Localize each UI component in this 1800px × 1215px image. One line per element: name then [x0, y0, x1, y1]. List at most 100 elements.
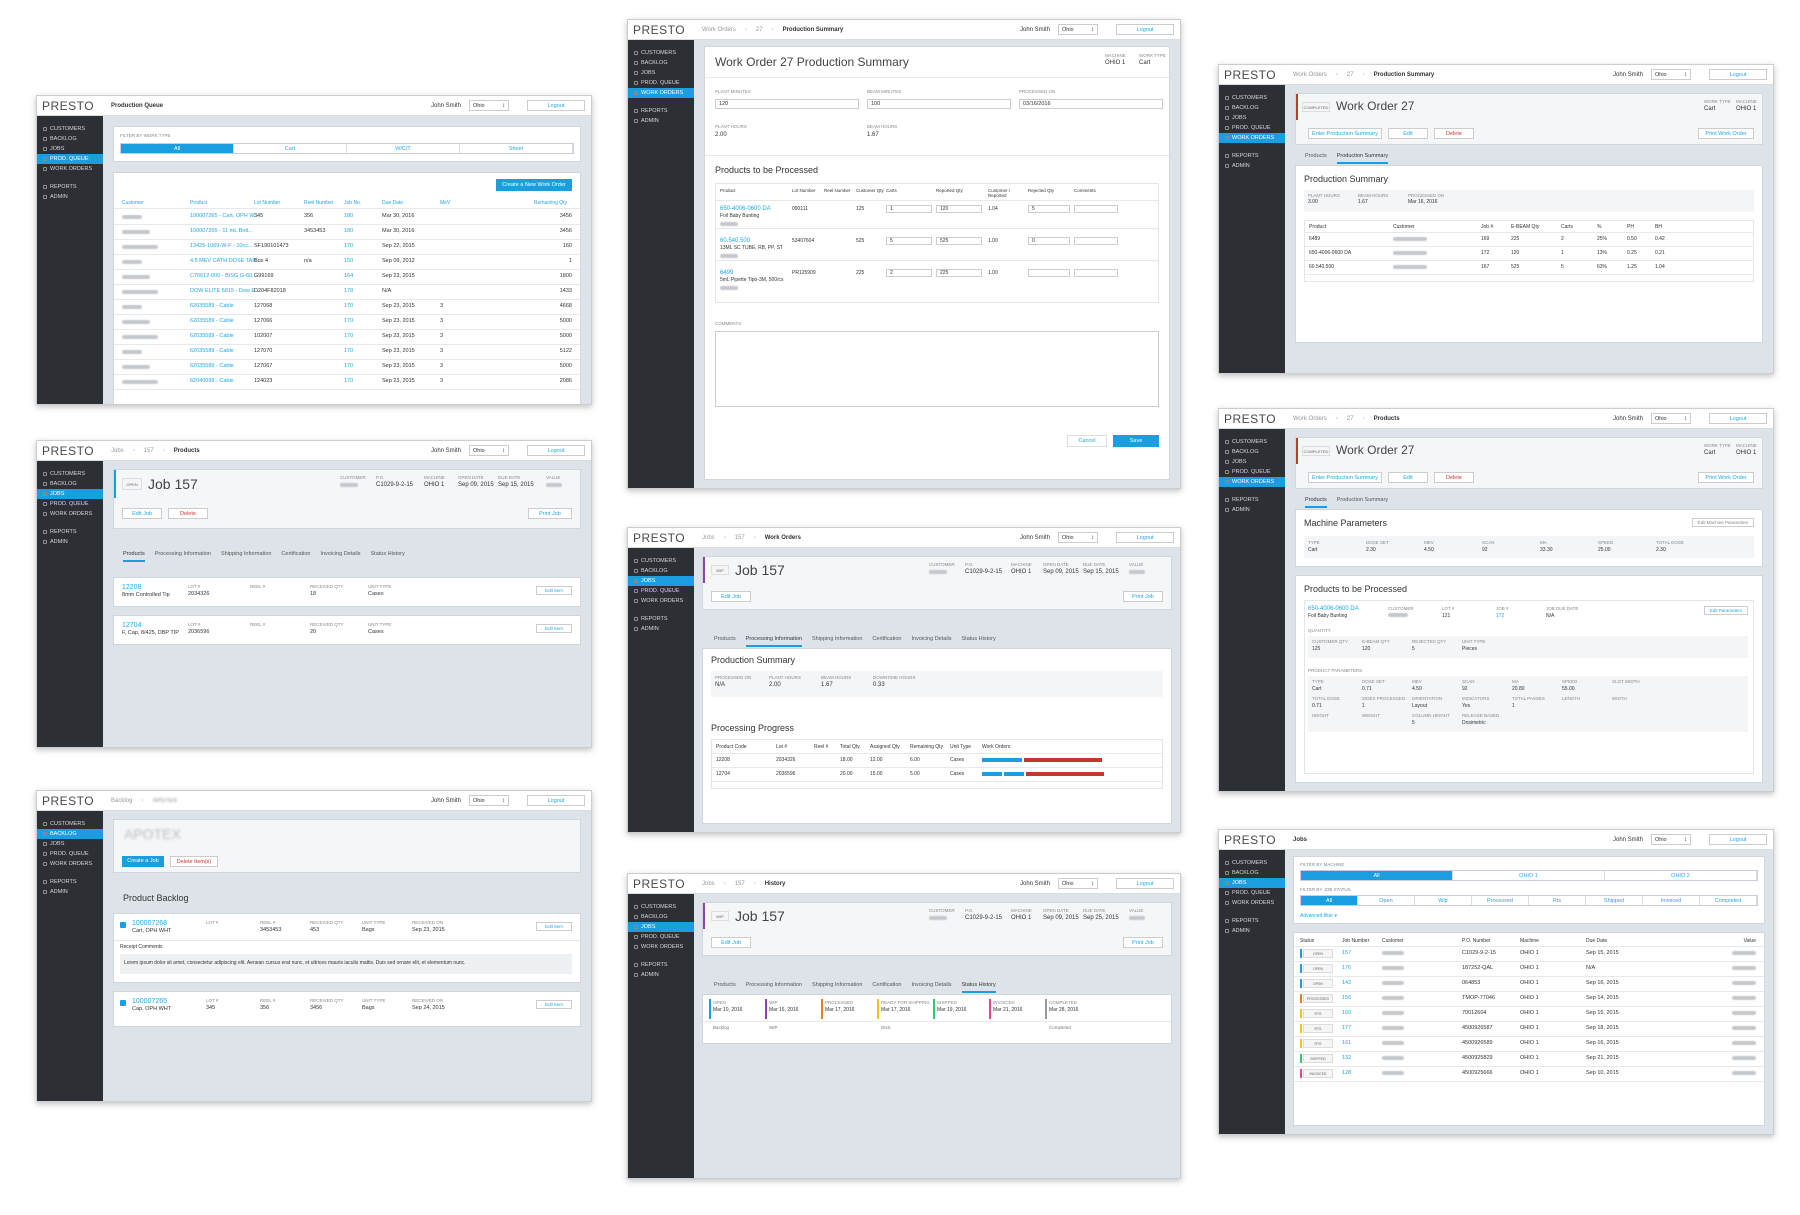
col-header[interactable]: Reel Number — [304, 200, 334, 206]
reported-qty-input[interactable]: 525 — [936, 237, 982, 245]
nav-backlog[interactable]: BACKLOG — [628, 912, 694, 922]
nav-admin[interactable]: ADMIN — [37, 537, 103, 547]
product-code[interactable]: 12704 — [122, 622, 142, 629]
job-link[interactable]: 164 — [344, 273, 354, 279]
job-number-link[interactable]: 176 — [1342, 965, 1352, 971]
create-job-button[interactable]: Create a Job — [122, 856, 164, 867]
nav-backlog[interactable]: BACKLOG — [37, 829, 103, 839]
logout-button[interactable]: Logout — [527, 100, 585, 111]
tab-status-history[interactable]: Status History — [961, 982, 996, 993]
print-job-button[interactable]: Print Job — [528, 508, 572, 519]
crumb-jobs[interactable]: Jobs — [702, 534, 715, 541]
nav-admin[interactable]: ADMIN — [628, 624, 694, 634]
tab-processing[interactable]: Processing Information — [745, 636, 802, 647]
machine-all[interactable]: All — [1301, 871, 1453, 880]
tab-status-history[interactable]: Status History — [370, 551, 405, 557]
logout-button[interactable]: Logout — [1709, 413, 1767, 424]
status-filter-option[interactable]: Wip — [1415, 896, 1472, 905]
location-select[interactable]: Ohio — [1058, 878, 1098, 889]
comments-textarea[interactable] — [715, 331, 1159, 407]
location-select[interactable]: Ohio — [1651, 69, 1691, 80]
nav-reports[interactable]: REPORTS — [1219, 916, 1285, 926]
nav-customers[interactable]: CUSTOMERS — [37, 124, 103, 134]
status-filter-option[interactable]: All — [1301, 896, 1358, 905]
nav-jobs[interactable]: JOBS — [628, 68, 694, 78]
location-select[interactable]: Ohio — [1058, 532, 1098, 543]
logout-button[interactable]: Logout — [1116, 532, 1174, 543]
job-link[interactable]: 170 — [344, 243, 354, 249]
job-number-link[interactable]: 156 — [1342, 995, 1352, 1001]
edit-item-button[interactable]: Edit Item — [536, 624, 572, 633]
comments-input[interactable] — [1074, 205, 1118, 213]
plant-minutes-input[interactable]: 120 — [715, 99, 859, 109]
tab-certification[interactable]: Certification — [872, 636, 902, 642]
work-order-bar[interactable] — [1004, 772, 1024, 776]
nav-jobs[interactable]: JOBS — [1219, 113, 1285, 123]
logout-button[interactable]: Logout — [527, 445, 585, 456]
nav-work-orders[interactable]: WORK ORDERS — [628, 596, 694, 606]
rejected-qty-input[interactable]: 5 — [1028, 205, 1070, 213]
col-header[interactable]: MeV — [440, 200, 451, 206]
nav-jobs[interactable]: JOBS — [628, 576, 694, 586]
logout-button[interactable]: Logout — [527, 795, 585, 806]
filter-all[interactable]: All — [121, 144, 234, 153]
edit-button[interactable]: Edit — [1388, 472, 1428, 483]
machine-ohio2[interactable]: OHIO 2 — [1605, 871, 1757, 880]
job-number-link[interactable]: 177 — [1342, 1025, 1352, 1031]
reported-qty-input[interactable]: 225 — [936, 269, 982, 277]
location-select[interactable]: Ohio — [469, 100, 509, 111]
nav-reports[interactable]: REPORTS — [1219, 151, 1285, 161]
work-order-bar[interactable] — [982, 758, 1022, 762]
nav-customers[interactable]: CUSTOMERS — [37, 469, 103, 479]
nav-reports[interactable]: REPORTS — [37, 527, 103, 537]
status-filter-option[interactable]: Open — [1358, 896, 1415, 905]
work-order-bar[interactable] — [982, 772, 1002, 776]
nav-admin[interactable]: ADMIN — [1219, 926, 1285, 936]
location-select[interactable]: Ohio — [469, 795, 509, 806]
product-link[interactable]: 62035589 - Cable — [190, 303, 234, 309]
product-link[interactable]: 650-4006-0600 DA — [1308, 606, 1359, 612]
edit-job-button[interactable]: Edit Job — [711, 937, 751, 948]
nav-admin[interactable]: ADMIN — [628, 116, 694, 126]
product-link[interactable]: 13425-1069-W-F - 10cc... — [190, 243, 253, 249]
nav-backlog[interactable]: BACKLOG — [628, 566, 694, 576]
tab-certification[interactable]: Certification — [281, 551, 311, 557]
product-link[interactable]: 62035589 - Cable — [190, 333, 234, 339]
product-link[interactable]: 100007265 - Cart, OPH W... — [190, 213, 259, 219]
rejected-qty-input[interactable] — [1028, 269, 1070, 277]
crumb-job[interactable]: 157 — [143, 447, 154, 454]
work-order-bar[interactable] — [1024, 758, 1102, 762]
nav-work-orders[interactable]: WORK ORDERS — [628, 942, 694, 952]
product-link[interactable]: C70612-000 - BISG G-60... — [190, 273, 257, 279]
rejected-qty-input[interactable]: 0 — [1028, 237, 1070, 245]
beam-minutes-input[interactable]: 100 — [867, 99, 1011, 109]
col-header[interactable]: Lot Number — [254, 200, 281, 206]
nav-work-orders[interactable]: WORK ORDERS — [37, 859, 103, 869]
job-link[interactable]: 170 — [344, 378, 354, 384]
logout-button[interactable]: Logout — [1709, 69, 1767, 80]
nav-prod-queue[interactable]: PROD. QUEUE — [1219, 888, 1285, 898]
job-number-link[interactable]: 132 — [1342, 1055, 1352, 1061]
enter-production-summary-button[interactable]: Enter Production Summary — [1308, 472, 1382, 483]
tab-processing[interactable]: Processing Information — [154, 551, 211, 557]
col-header[interactable]: Remaining Qty — [534, 200, 568, 206]
nav-backlog[interactable]: BACKLOG — [1219, 103, 1285, 113]
job-link[interactable]: 170 — [344, 303, 354, 309]
nav-work-orders[interactable]: WORK ORDERS — [628, 88, 694, 98]
product-link[interactable]: 6499 — [720, 270, 734, 276]
crumb-wo[interactable]: 27 — [1346, 71, 1354, 78]
nav-reports[interactable]: REPORTS — [1219, 495, 1285, 505]
edit-parameters-button[interactable]: Edit Parameters — [1704, 606, 1748, 615]
product-link[interactable]: 4.5 MEV CATH DOSE TAR... — [190, 258, 261, 264]
nav-backlog[interactable]: BACKLOG — [628, 58, 694, 68]
edit-job-button[interactable]: Edit Job — [122, 508, 162, 519]
reported-qty-input[interactable]: 120 — [936, 205, 982, 213]
nav-customers[interactable]: CUSTOMERS — [1219, 437, 1285, 447]
comments-input[interactable] — [1074, 237, 1118, 245]
crumb-jobs[interactable]: Jobs — [111, 447, 124, 454]
col-header[interactable]: Customer — [122, 200, 144, 206]
print-job-button[interactable]: Print Job — [1123, 937, 1163, 948]
nav-customers[interactable]: CUSTOMERS — [1219, 858, 1285, 868]
edit-item-button[interactable]: Edit Item — [536, 586, 572, 595]
delete-items-button[interactable]: Delete Item(s) — [170, 856, 218, 867]
